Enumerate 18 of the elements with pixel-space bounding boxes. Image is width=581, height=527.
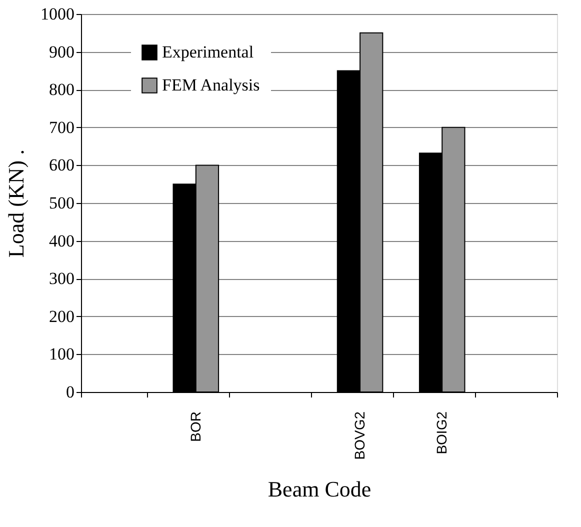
x-tick-label: BOIG2 <box>434 411 450 454</box>
legend-label: Experimental <box>162 42 254 62</box>
y-tick-label: 700 <box>49 118 74 137</box>
y-tick-label: 100 <box>49 344 74 364</box>
y-tick-label: 900 <box>49 42 74 62</box>
y-tick-label: 200 <box>49 306 74 326</box>
y-tick-label: 0 <box>66 382 74 402</box>
x-tick-label: BOVG2 <box>352 411 368 460</box>
y-tick-label: 800 <box>49 80 74 100</box>
x-tick-label: BOR <box>187 412 204 442</box>
x-axis-title: Beam Code <box>268 476 372 502</box>
y-tick-label: 400 <box>49 231 74 250</box>
y-tick-label: 300 <box>49 269 74 288</box>
legend-label: FEM Analysis <box>162 76 260 94</box>
y-tick-label: 1000 <box>40 4 74 24</box>
y-axis-title: Load (KN) . <box>4 149 28 258</box>
y-tick-label: 500 <box>49 194 74 212</box>
y-tick-label: 600 <box>49 156 74 175</box>
